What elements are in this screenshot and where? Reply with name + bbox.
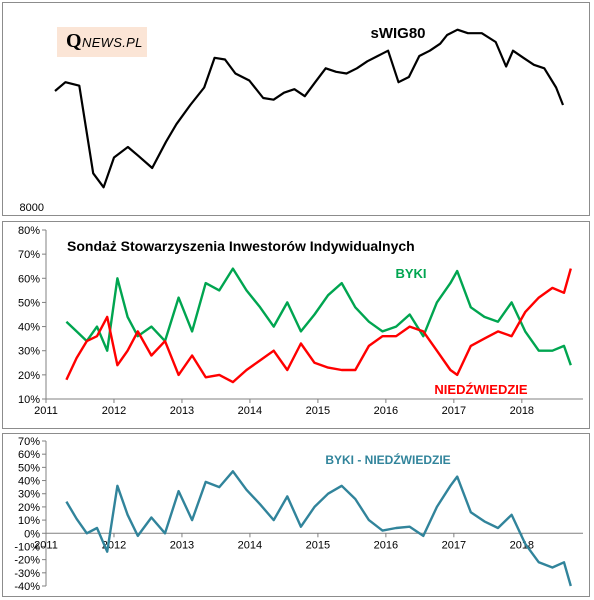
spread-xtick-label: 2015: [306, 539, 330, 551]
spread-marks: [65, 470, 572, 587]
spread-xtick-label: 2014: [238, 539, 262, 551]
swig80-marks: [54, 28, 565, 189]
sentiment-ytick-label: 80%: [18, 225, 40, 237]
sentiment-marks: [65, 267, 572, 384]
spread-xtick-label: 2011: [34, 539, 58, 551]
sentiment-ytick-label: 10%: [18, 394, 40, 406]
sentiment-chart-panel: 80% 70% 60% 50% 40% 30% 20% 10% 2011 2012 2013 2014…: [2, 221, 590, 429]
spread-ytick-label: 70%: [18, 436, 40, 448]
sentiment-axes: 80% 70% 60% 50% 40% 30% 20% 10%2011 2012 2013 2014…: [18, 225, 583, 417]
spread-ytick-label: 50%: [18, 462, 40, 474]
sentiment-title: Sondaż Stowarzyszenia Inwestorów Indywid…: [67, 238, 415, 254]
sentiment-ytick-label: 60%: [18, 273, 40, 285]
logo-initial: Q: [66, 30, 82, 52]
spread-xtick-label: 2013: [170, 539, 194, 551]
spread-ytick-label: -20%: [14, 555, 40, 567]
sentiment-ytick-label: 30%: [18, 346, 40, 358]
sentiment-xtick-label: 2017: [442, 405, 466, 417]
logo-text: NEWS.PL: [82, 35, 143, 50]
swig80-chart: 8000 sWIG80: [20, 25, 565, 214]
qnews-logo: Q NEWS.PL: [57, 27, 147, 57]
spread-ytick-label: -40%: [14, 581, 40, 593]
sentiment-ytick-label: 50%: [18, 297, 40, 309]
swig80-ytick-label: 8000: [20, 202, 44, 214]
sentiment-xtick-label: 2016: [374, 405, 398, 417]
spread-chart: 70%60%50% 40%30%20%10%0%-10% -20%-30%-40% 2…: [14, 436, 583, 593]
sentiment-xtick-label: 2015: [306, 405, 330, 417]
sentiment-ytick-label: 20%: [18, 370, 40, 382]
byki-line: [65, 267, 572, 366]
sentiment-xtick-label: 2013: [170, 405, 194, 417]
spread-axes: 70%60%50% 40%30%20%10%0%-10% -20%-30%-40% 2…: [14, 436, 583, 593]
spread-ytick-label: -10%: [14, 541, 40, 553]
sentiment-ytick-label: 70%: [18, 249, 40, 261]
sentiment-chart: 80% 70% 60% 50% 40% 30% 20% 10%2011 2012 2013 2014…: [18, 225, 583, 417]
niedzwiedzie-series-label: NIEDŹWIEDZIE: [434, 382, 527, 397]
sentiment-xtick-label: 2012: [102, 405, 126, 417]
spread-series-label: BYKI - NIEDŹWIEDZIE: [325, 452, 450, 467]
spread-line: [65, 470, 572, 587]
niedzwiedzie-line: [65, 268, 572, 384]
spread-ytick-label: 10%: [18, 515, 40, 527]
swig80-chart-panel: 8000 sWIG80 Q NEWS.PL: [2, 2, 590, 216]
spread-chart-panel: 70% 60% 50% 40% 30% 20% 10% 0% -10% -20% -30% -40% 2…: [2, 433, 590, 597]
byki-series-label: BYKI: [395, 266, 426, 281]
spread-xtick-label: 2016: [374, 539, 398, 551]
swig80-line: [54, 28, 565, 189]
spread-ytick-label: 20%: [18, 502, 40, 514]
spread-ytick-label: 40%: [18, 476, 40, 488]
sentiment-xtick-label: 2018: [510, 405, 534, 417]
sentiment-ytick-label: 40%: [18, 322, 40, 334]
spread-ytick-label: 30%: [18, 489, 40, 501]
sentiment-xtick-label: 2011: [34, 405, 58, 417]
spread-xtick-label: 2017: [442, 539, 466, 551]
swig80-title: sWIG80: [370, 25, 425, 42]
spread-ytick-label: 60%: [18, 449, 40, 461]
spread-ytick-label: -30%: [14, 568, 40, 580]
sentiment-xtick-label: 2014: [238, 405, 262, 417]
spread-ytick-label: 0%: [24, 528, 40, 540]
